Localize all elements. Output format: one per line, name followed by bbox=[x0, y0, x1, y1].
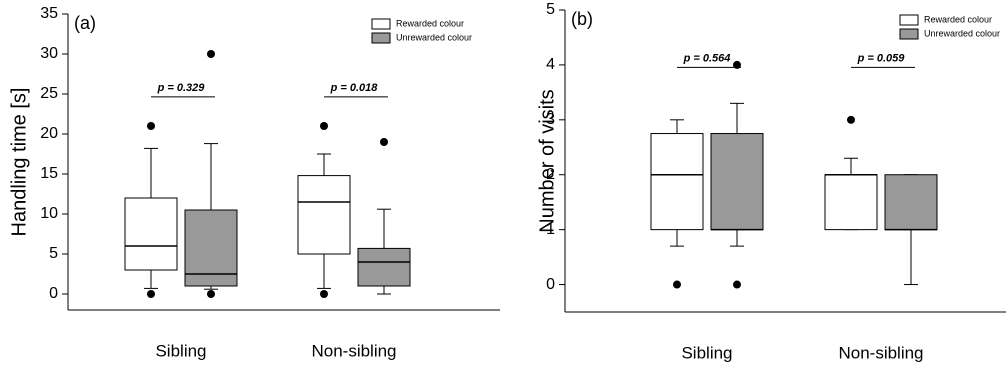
y-tick-label: 2 bbox=[546, 166, 555, 183]
annotation: p = 0.018 bbox=[330, 82, 379, 94]
annotation: p = 0.059 bbox=[857, 52, 906, 64]
legend-swatch bbox=[371, 18, 391, 30]
legend-label: Rewarded colour bbox=[924, 14, 992, 24]
box bbox=[297, 175, 351, 255]
outlier bbox=[147, 290, 155, 298]
y-tick-label: 35 bbox=[40, 5, 58, 22]
legend-label: Unrewarded colour bbox=[396, 32, 472, 42]
outlier bbox=[673, 280, 681, 289]
box bbox=[650, 133, 704, 231]
box bbox=[710, 133, 764, 231]
outlier bbox=[320, 122, 328, 130]
box bbox=[884, 174, 938, 231]
legend-label: Unrewarded colour bbox=[924, 28, 1000, 38]
box bbox=[124, 197, 178, 271]
outlier bbox=[380, 138, 388, 146]
box bbox=[824, 174, 878, 231]
annotation: p = 0.329 bbox=[157, 82, 206, 94]
outlier bbox=[207, 50, 215, 58]
legend-swatch bbox=[899, 28, 919, 40]
panel-label: (a) bbox=[74, 13, 96, 33]
x-tick-label: Sibling bbox=[155, 341, 206, 360]
panel-label: (b) bbox=[571, 9, 593, 29]
outlier bbox=[320, 290, 328, 298]
box bbox=[357, 247, 411, 287]
outlier bbox=[207, 290, 215, 298]
outlier bbox=[147, 122, 155, 130]
x-tick-label: Sibling bbox=[681, 343, 732, 362]
y-tick-label: 3 bbox=[546, 111, 555, 128]
y-tick-label: 0 bbox=[49, 285, 58, 302]
y-tick-label: 25 bbox=[40, 85, 58, 102]
y-tick-label: 4 bbox=[546, 56, 555, 73]
y-tick-label: 1 bbox=[546, 221, 555, 238]
outlier bbox=[847, 115, 855, 124]
y-tick-label: 5 bbox=[546, 1, 555, 18]
y-tick-label: 15 bbox=[40, 165, 58, 182]
x-tick-label: Non-sibling bbox=[311, 341, 396, 360]
y-tick-label: 0 bbox=[546, 276, 555, 293]
y-tick-label: 10 bbox=[40, 205, 58, 222]
legend-label: Rewarded colour bbox=[396, 18, 464, 28]
y-axis-title: Number of visits bbox=[536, 89, 558, 232]
x-tick-label: Non-sibling bbox=[838, 343, 923, 362]
y-tick-label: 5 bbox=[49, 245, 58, 262]
y-tick-label: 20 bbox=[40, 125, 58, 142]
y-tick-label: 30 bbox=[40, 45, 58, 62]
outlier bbox=[733, 280, 741, 289]
legend-swatch bbox=[371, 32, 391, 44]
y-axis-title: Handling time [s] bbox=[8, 88, 30, 237]
annotation: p = 0.564 bbox=[683, 52, 731, 64]
legend-swatch bbox=[899, 14, 919, 26]
